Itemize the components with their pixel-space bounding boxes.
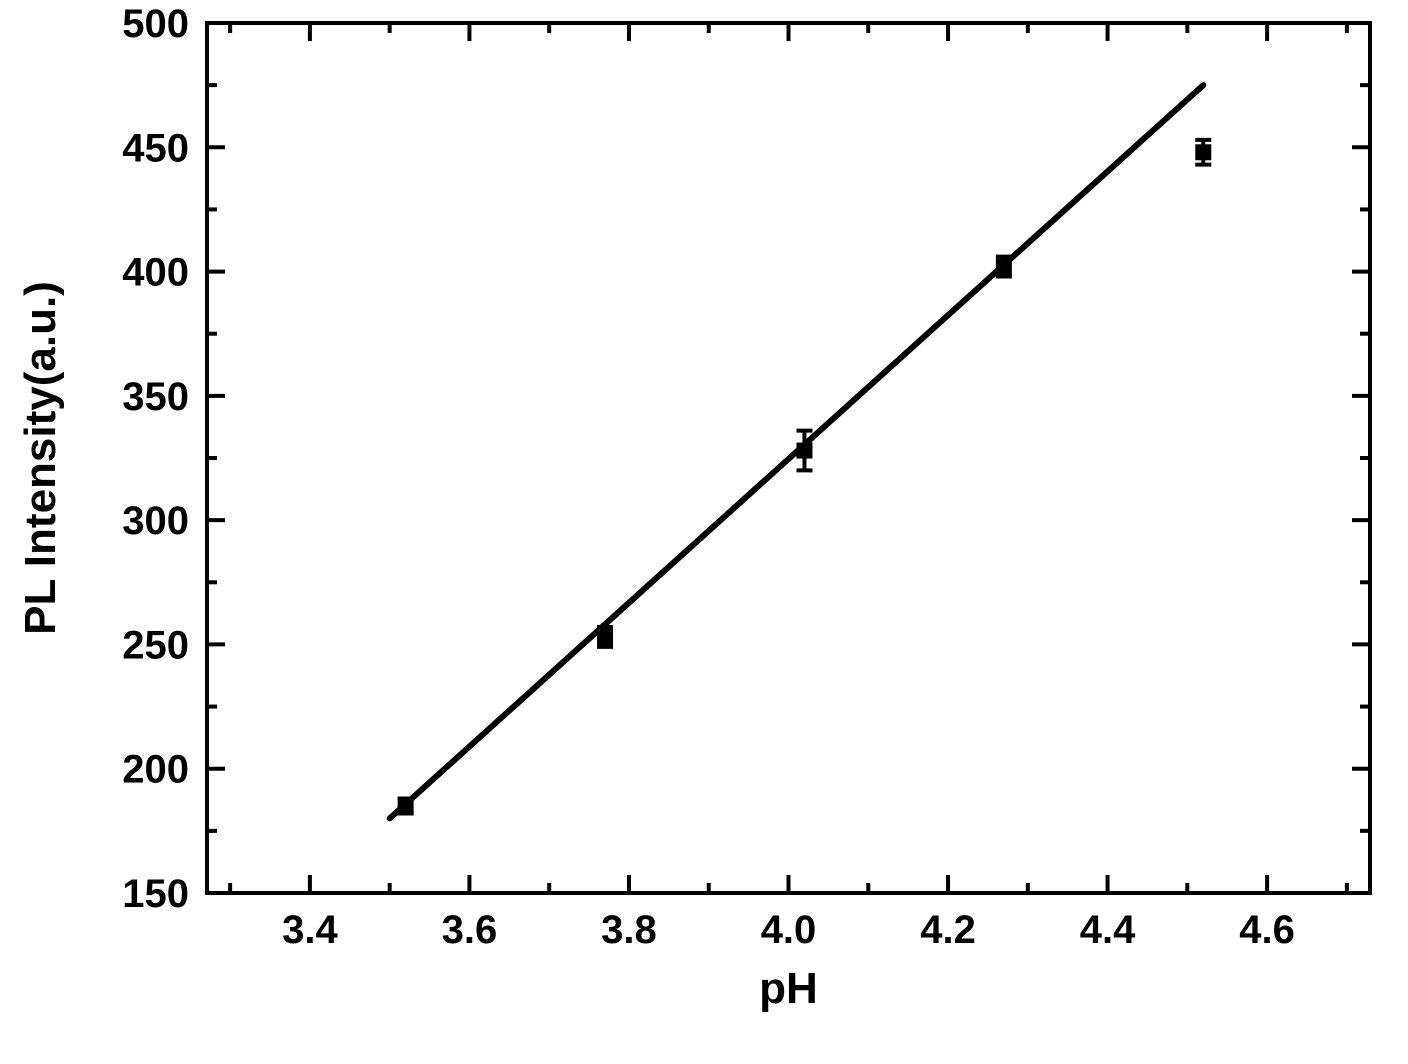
y-tick-label: 350 xyxy=(122,375,189,419)
data-marker xyxy=(1195,144,1211,160)
y-axis-label: PL Intensity(a.u.) xyxy=(16,281,65,635)
y-tick-label: 250 xyxy=(122,623,189,667)
data-marker xyxy=(796,443,812,459)
y-tick-label: 200 xyxy=(122,748,189,792)
x-tick-label: 3.8 xyxy=(601,908,657,952)
chart-svg: 3.4 3.6 3.8 4.0 4.2 4.4 4.6 150 200 250 300 350 400 4… xyxy=(0,0,1408,1064)
x-tick-label: 3.6 xyxy=(442,908,498,952)
x-axis-label: pH xyxy=(759,964,818,1013)
y-tick-label: 300 xyxy=(122,499,189,543)
y-tick-label: 400 xyxy=(122,251,189,295)
data-marker xyxy=(996,259,1012,275)
data-marker xyxy=(597,629,613,645)
x-tick-label: 3.4 xyxy=(282,908,338,952)
x-tick-label: 4.6 xyxy=(1239,908,1295,952)
x-tick-label: 4.0 xyxy=(761,908,817,952)
data-marker xyxy=(398,798,414,814)
chart-container: 3.4 3.6 3.8 4.0 4.2 4.4 4.6 150 200 250 300 350 400 4… xyxy=(0,0,1408,1064)
y-tick-label: 150 xyxy=(122,872,189,916)
y-tick-label: 500 xyxy=(122,2,189,46)
x-tick-label: 4.4 xyxy=(1080,908,1136,952)
y-tick-label: 450 xyxy=(122,126,189,170)
x-tick-label: 4.2 xyxy=(920,908,976,952)
